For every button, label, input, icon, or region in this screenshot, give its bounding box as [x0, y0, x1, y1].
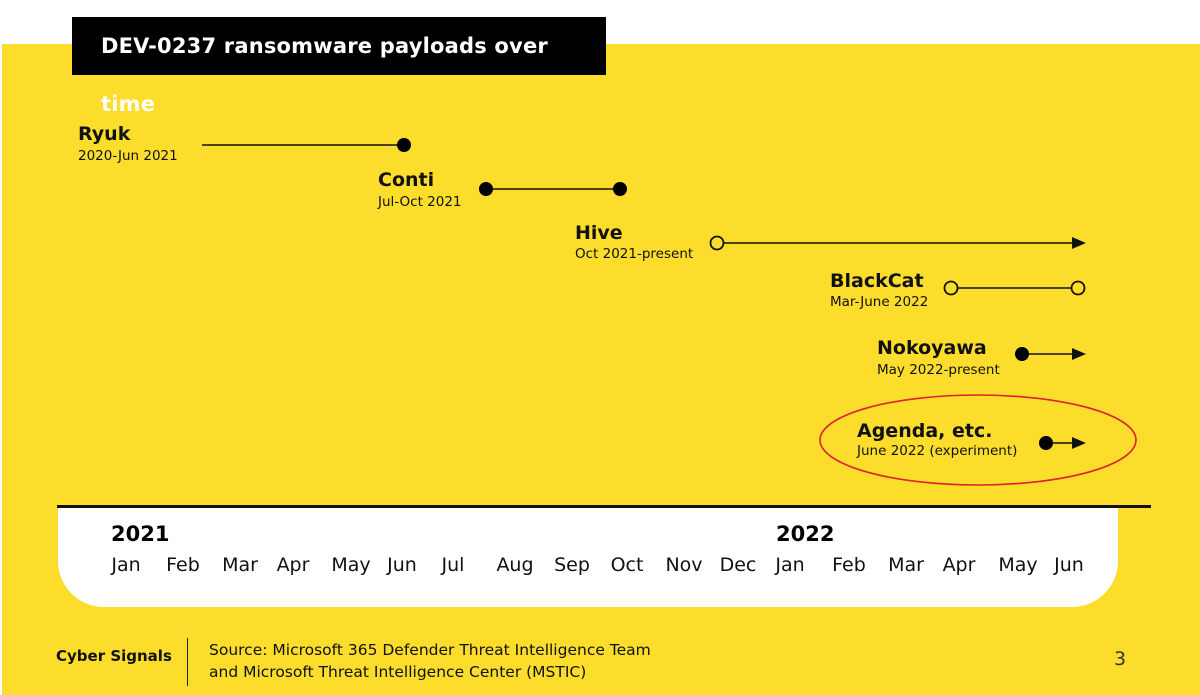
- month-label: May: [998, 554, 1038, 576]
- month-label: Mar: [888, 554, 924, 576]
- month-label: Nov: [665, 554, 703, 576]
- ryuk-end-marker: [397, 138, 411, 152]
- payload-name-conti: Conti: [378, 169, 435, 191]
- payload-name-ryuk: Ryuk: [78, 123, 131, 145]
- payload-name-blackcat: BlackCat: [830, 270, 924, 292]
- month-label: May: [331, 554, 371, 576]
- year-label-2021: 2021: [111, 522, 170, 546]
- payload-range-hive: Oct 2021-present: [575, 246, 694, 262]
- payload-range-agenda: June 2022 (experiment): [857, 443, 1018, 459]
- month-label: Jul: [441, 554, 465, 576]
- month-label: Apr: [276, 554, 310, 576]
- month-label: Jan: [775, 554, 805, 576]
- month-label: Oct: [610, 554, 644, 576]
- footer-brand: Cyber Signals: [56, 647, 172, 665]
- agenda-highlight-ellipse: [819, 394, 1137, 486]
- nokoyawa-start-marker: [1015, 347, 1029, 361]
- month-label: Jun: [387, 554, 417, 576]
- hive-start-marker: [709, 235, 725, 251]
- month-label: Jan: [111, 554, 141, 576]
- blackcat-start-marker: [943, 280, 959, 296]
- hive-arrow: [1072, 237, 1086, 249]
- footer-divider: [187, 638, 188, 686]
- payload-name-agenda: Agenda, etc.: [857, 420, 993, 442]
- month-label: Aug: [496, 554, 534, 576]
- month-label: Feb: [832, 554, 866, 576]
- year-label-2022: 2022: [776, 522, 835, 546]
- payload-range-nokoyawa: May 2022-present: [877, 362, 1000, 378]
- agenda-arrow: [1072, 437, 1086, 449]
- month-label: Dec: [719, 554, 757, 576]
- footer-source-line-1: Source: Microsoft 365 Defender Threat In…: [209, 641, 651, 659]
- month-label: Mar: [222, 554, 258, 576]
- agenda-start-marker: [1039, 436, 1053, 450]
- payload-range-ryuk: 2020-Jun 2021: [78, 148, 178, 164]
- month-axis-band: [58, 507, 1118, 607]
- month-label: Sep: [554, 554, 590, 576]
- footer-source-line-2: and Microsoft Threat Intelligence Center…: [209, 663, 587, 681]
- conti-end-marker: [613, 182, 627, 196]
- payload-name-nokoyawa: Nokoyawa: [877, 337, 987, 359]
- payload-range-conti: Jul-Oct 2021: [378, 194, 462, 210]
- conti-start-marker: [479, 182, 493, 196]
- blackcat-end-marker: [1070, 280, 1086, 296]
- month-label: Apr: [942, 554, 976, 576]
- page-number: 3: [1114, 648, 1127, 670]
- nokoyawa-arrow: [1072, 348, 1086, 360]
- slide-title: DEV-0237 ransomware payloads over time: [72, 17, 606, 116]
- axis-line: [57, 505, 1151, 508]
- payload-range-blackcat: Mar-June 2022: [830, 294, 929, 310]
- payload-name-hive: Hive: [575, 222, 623, 244]
- month-label: Feb: [166, 554, 200, 576]
- month-label: Jun: [1054, 554, 1084, 576]
